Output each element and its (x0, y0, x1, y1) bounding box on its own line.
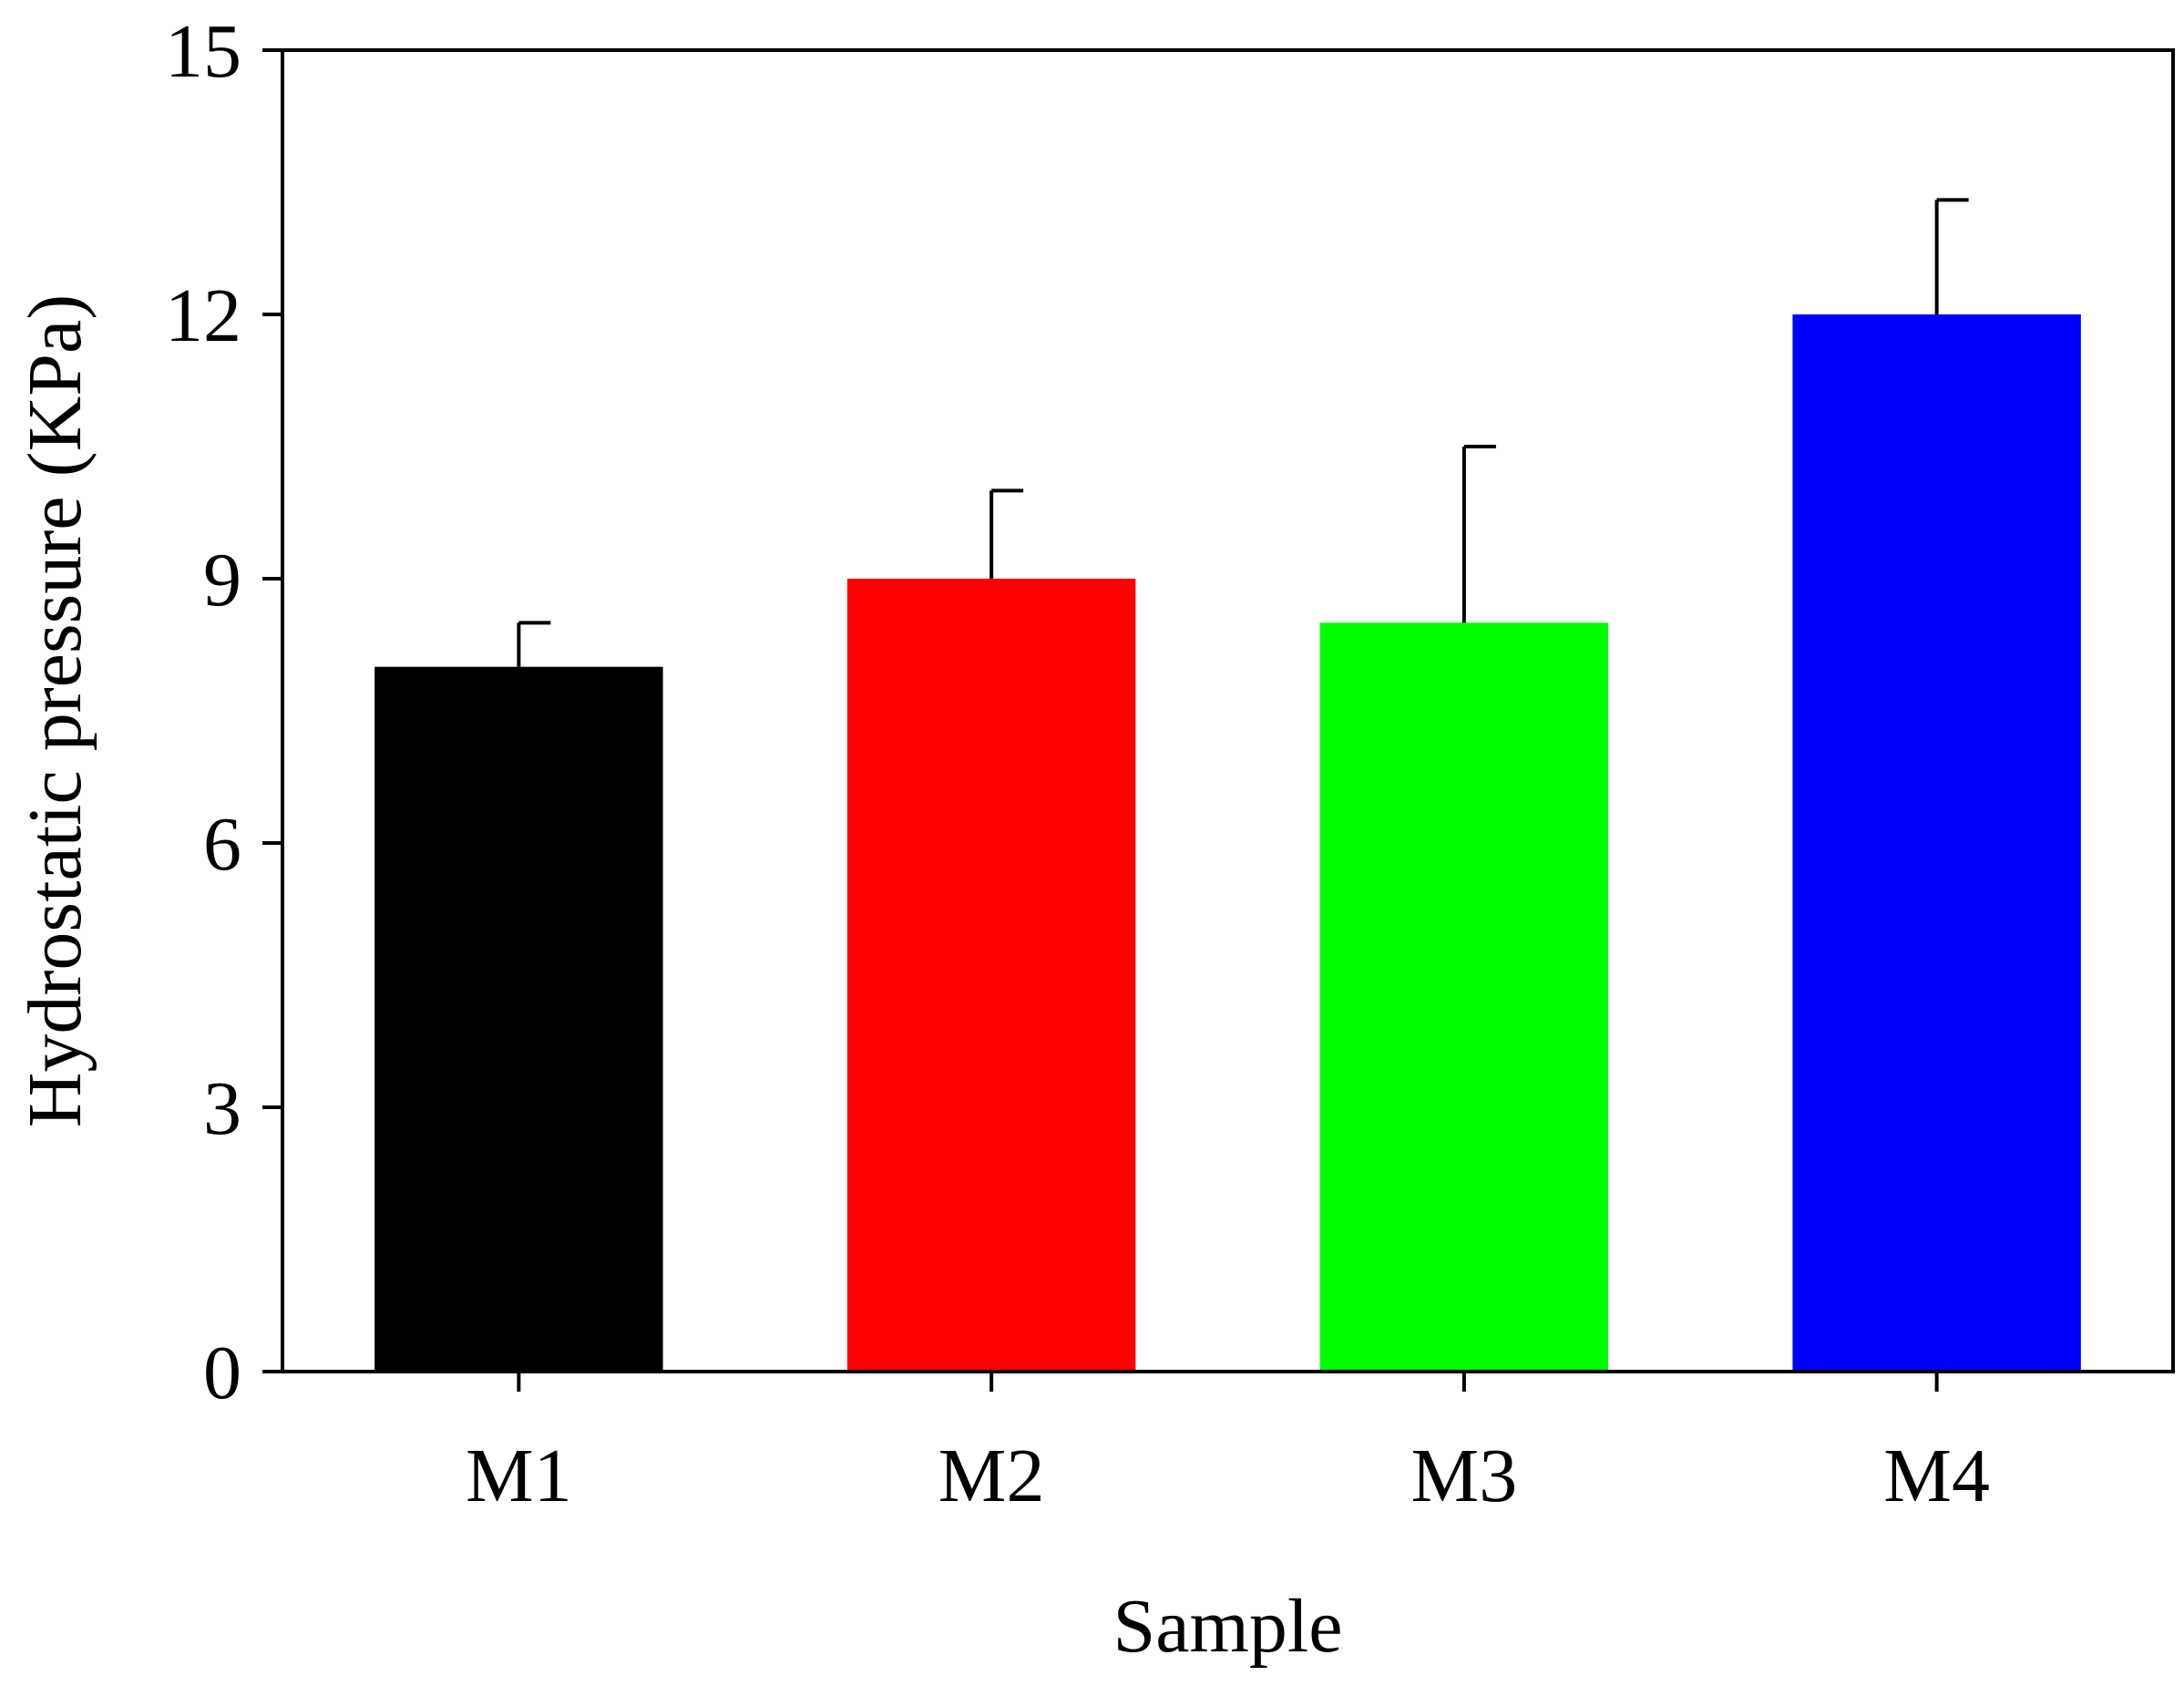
bar-m4 (1792, 314, 2081, 1372)
y-tick-label: 3 (203, 1066, 241, 1151)
plot-frame (281, 48, 2175, 1373)
x-tick-label-m4: M4 (1883, 1434, 1990, 1518)
y-tick-label: 15 (165, 9, 241, 94)
y-tick-label: 6 (203, 802, 241, 887)
error-bar-m3 (1461, 445, 1496, 623)
y-tick-label: 9 (203, 538, 241, 622)
y-axis: 0 3 6 9 12 15 (165, 9, 282, 1415)
bar-m1 (374, 666, 663, 1372)
x-tick-label-m1: M1 (466, 1434, 572, 1518)
x-axis: M1 M2 M3 M4 (466, 1372, 1990, 1518)
x-tick-label-m3: M3 (1411, 1434, 1518, 1518)
error-bars-layer (517, 198, 1969, 667)
y-tick-label: 12 (165, 273, 241, 358)
bar-m2 (846, 579, 1136, 1372)
bar-m3 (1319, 622, 1609, 1372)
error-bar-m4 (1934, 198, 1969, 314)
error-bar-m1 (517, 621, 551, 667)
y-tick-label: 0 (203, 1331, 241, 1415)
x-tick-label-m2: M2 (938, 1434, 1045, 1518)
error-bar-m2 (989, 488, 1024, 579)
x-axis-title: Sample (1113, 1584, 1343, 1669)
y-axis-title: Hydrostatic pressure (KPa) (13, 294, 97, 1127)
bars-layer (374, 314, 2081, 1372)
